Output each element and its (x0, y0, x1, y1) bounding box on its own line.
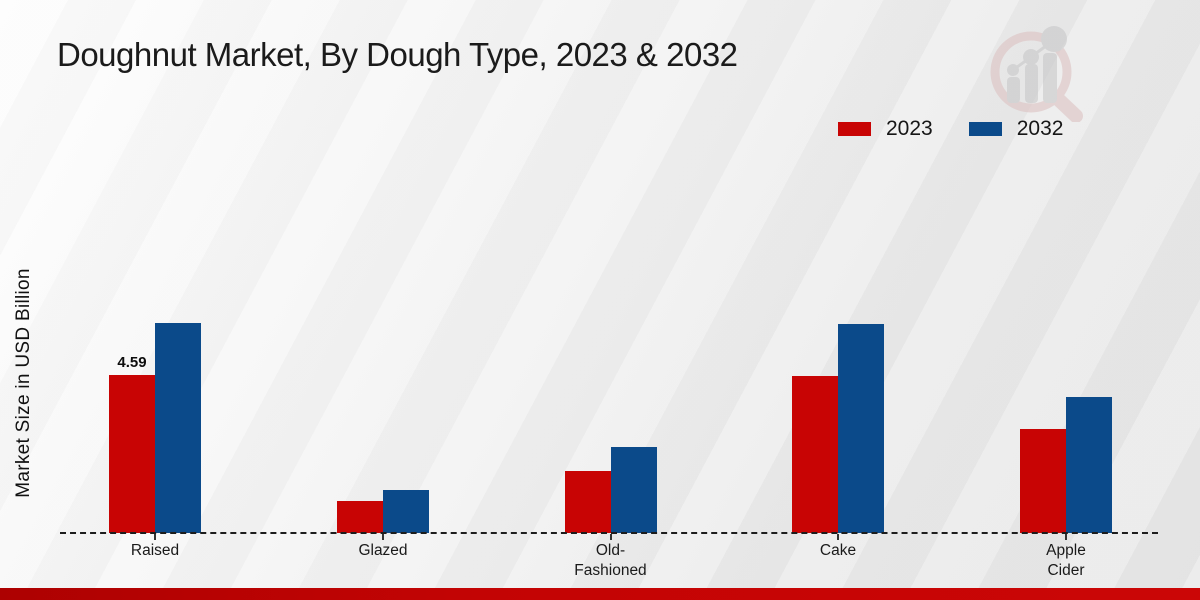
bar-2023-cake (792, 375, 838, 533)
x-axis-tick-cake (837, 534, 839, 540)
bar-2032-glazed (383, 490, 429, 533)
bar-2023-glazed (337, 501, 383, 533)
legend-label-2023: 2023 (886, 117, 933, 140)
x-axis-tick-old-fashioned (609, 534, 612, 540)
category-label-glazed: Glazed (358, 542, 408, 559)
data-label-2023-raised: 4.59 (117, 353, 147, 371)
chart-title: Doughnut Market, By Dough Type, 2023 & 2… (57, 36, 738, 73)
bar-2032-raised (155, 323, 201, 533)
bar-2023-apple-cider (1020, 429, 1066, 533)
category-label-cake: Cake (819, 542, 857, 559)
legend-item-2032: 2032 (968, 117, 1064, 141)
x-axis-tick-glazed (382, 534, 384, 540)
legend-swatch-2032 (968, 122, 1002, 136)
legend-label-2032: 2032 (1016, 117, 1064, 140)
bar-2023-raised (109, 374, 155, 533)
bar-2032-old-fashioned (610, 447, 657, 533)
bar-2032-cake (838, 324, 884, 533)
category-label-old-fashioned: Old- Fashioned (574, 542, 647, 580)
bar-2032-apple-cider (1066, 396, 1112, 533)
category-label-raised: Raised (130, 542, 180, 559)
bottom-accent-strip (0, 588, 1200, 600)
category-label-apple-cider: Apple Cider (1046, 542, 1086, 580)
legend-swatch-2023 (838, 122, 871, 136)
brand-watermark-magnifier-chart-icon (990, 26, 1083, 122)
x-axis-tick-apple-cider (1065, 534, 1067, 540)
bar-2023-old-fashioned (564, 470, 611, 533)
legend: 2023 2032 (838, 117, 1063, 141)
x-axis-tick-raised (154, 534, 156, 540)
legend-item-2023: 2023 (838, 117, 933, 141)
zero-baseline-dashed (60, 532, 1158, 534)
